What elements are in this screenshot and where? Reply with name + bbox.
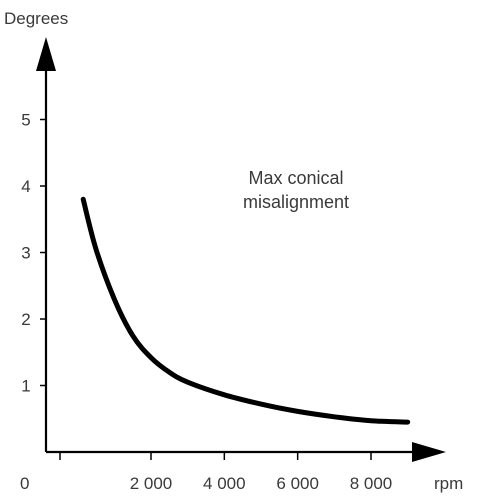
- annotation-line-1: Max conical: [248, 168, 343, 188]
- chart-annotation: Max conical misalignment: [243, 168, 349, 212]
- y-tick-label: 4: [21, 177, 30, 196]
- x-tick-label: 8 000: [350, 474, 393, 493]
- y-tick-label: 3: [21, 244, 30, 263]
- y-axis-title: Degrees: [4, 9, 68, 28]
- annotation-line-2: misalignment: [243, 192, 349, 212]
- x-tick-label: 2 000: [130, 474, 173, 493]
- x-axis-title: rpm: [434, 474, 463, 493]
- x-axis: 2 000 4 000 6 000 8 000: [46, 442, 446, 493]
- y-axis: 1 2 3 4 5: [21, 37, 56, 452]
- x-tick-label: 6 000: [276, 474, 319, 493]
- series-line: [80, 196, 411, 425]
- y-tick-label: 1: [21, 377, 30, 396]
- x-tick-label: 4 000: [203, 474, 246, 493]
- y-tick-label: 2: [21, 310, 30, 329]
- y-axis-arrow: [36, 37, 56, 71]
- origin-label: 0: [20, 474, 29, 493]
- y-tick-label: 5: [21, 111, 30, 130]
- x-axis-arrow: [412, 442, 446, 462]
